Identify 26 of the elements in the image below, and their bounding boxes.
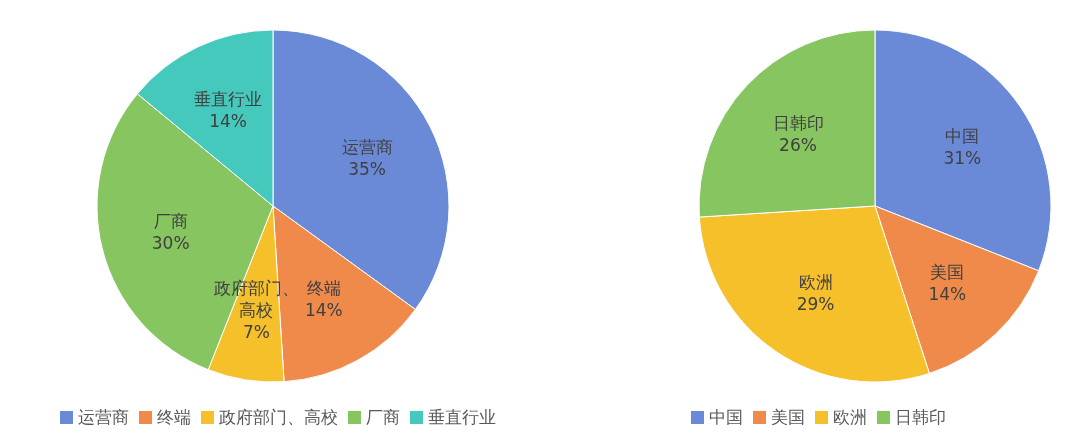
- slice-label: 中国: [944, 124, 981, 147]
- data-label: 26%: [779, 133, 817, 156]
- slice-label: 终端: [306, 277, 341, 298]
- legend-label: 中国: [708, 406, 743, 429]
- data-label: 31%: [943, 146, 982, 169]
- slice-label: 欧洲: [797, 271, 834, 294]
- legend-label: 欧洲: [832, 406, 867, 429]
- data-label: 30%: [151, 232, 190, 255]
- data-label: 14%: [304, 298, 343, 321]
- slice-label: 运营商: [340, 136, 394, 159]
- slice-label: 美国: [929, 260, 966, 283]
- slice-label: 垂直行业: [193, 88, 264, 111]
- data-label: 7%: [242, 321, 270, 344]
- legend-label: 政府部门、高校: [219, 406, 338, 429]
- data-label: 14%: [209, 110, 247, 133]
- legend-label: 垂直行业: [428, 406, 496, 429]
- legend-label: 终端: [157, 406, 191, 429]
- data-label: 29%: [796, 293, 835, 316]
- legend-label: 美国: [770, 406, 805, 429]
- legend-label: 运营商: [78, 406, 129, 429]
- slice-label: 日韩印: [771, 111, 825, 134]
- legend-label: 日韩印: [894, 406, 946, 429]
- data-label: 14%: [928, 282, 967, 305]
- slice-label: 厂商: [152, 210, 189, 233]
- data-label: 35%: [348, 158, 386, 181]
- legend-label: 厂商: [366, 406, 400, 429]
